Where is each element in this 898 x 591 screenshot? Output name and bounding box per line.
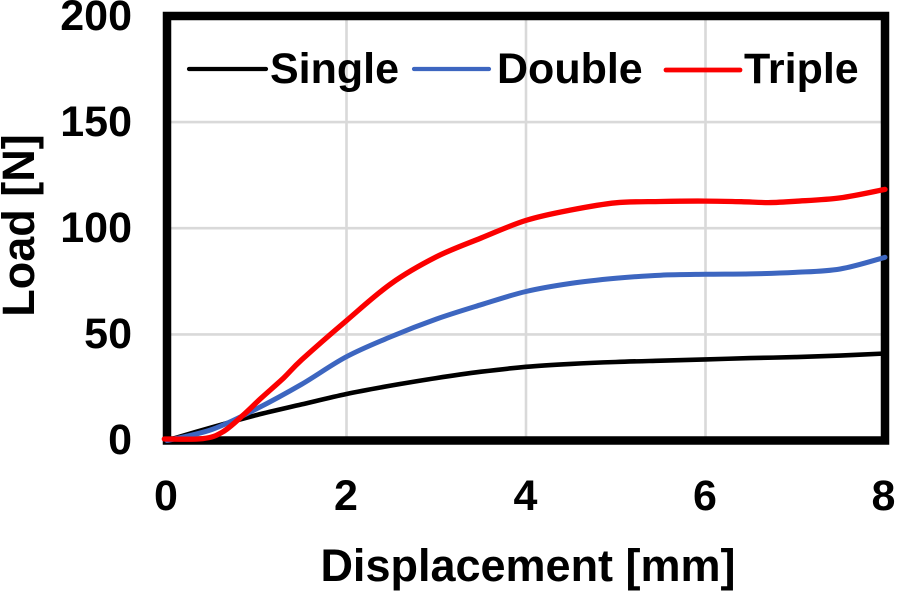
- svg-text:Triple: Triple: [744, 45, 859, 93]
- svg-text:100: 100: [60, 204, 132, 252]
- svg-text:150: 150: [60, 98, 132, 146]
- svg-text:6: 6: [693, 472, 717, 520]
- svg-text:4: 4: [514, 472, 538, 520]
- svg-text:50: 50: [84, 310, 132, 358]
- svg-text:200: 200: [60, 0, 132, 40]
- svg-text:Single: Single: [270, 45, 399, 93]
- svg-text:0: 0: [108, 416, 132, 464]
- svg-text:Displacement [mm]: Displacement [mm]: [320, 540, 735, 591]
- svg-text:2: 2: [334, 472, 358, 520]
- svg-text:Load [N]: Load [N]: [0, 134, 44, 316]
- svg-text:Double: Double: [497, 45, 643, 93]
- svg-text:8: 8: [872, 472, 896, 520]
- svg-text:0: 0: [154, 472, 178, 520]
